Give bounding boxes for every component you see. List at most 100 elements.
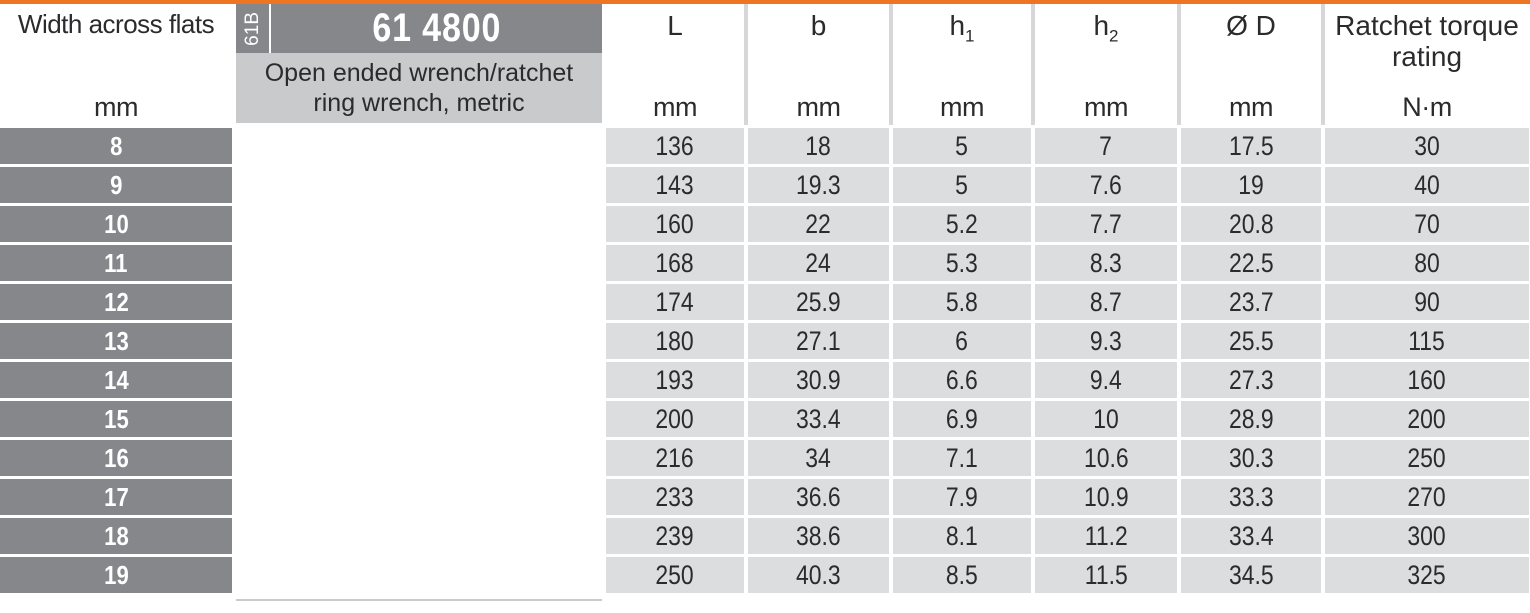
value-cell-torque: 300 xyxy=(1325,518,1529,554)
value-cell-diameter: 33.4 xyxy=(1181,518,1321,554)
size-cell: 11 xyxy=(0,245,232,281)
col-header-h1: h1 mm xyxy=(889,4,1031,125)
value-b: 30.9 xyxy=(796,364,841,395)
size-value: 9 xyxy=(109,169,123,200)
value-cell-h1: 5.8 xyxy=(893,284,1031,320)
size-cell: 19 xyxy=(0,557,232,593)
value-cell-h1: 8.5 xyxy=(893,557,1031,593)
value-cell-diameter: 33.3 xyxy=(1181,479,1321,515)
value-cell-L: 174 xyxy=(606,284,744,320)
value-b: 36.6 xyxy=(796,481,841,512)
value-torque: 115 xyxy=(1408,325,1446,356)
value-cell-torque: 325 xyxy=(1325,557,1529,593)
col-unit: N·m xyxy=(1402,92,1452,122)
value-L: 250 xyxy=(655,559,695,590)
value-torque: 160 xyxy=(1407,364,1447,395)
col-label: Ø D xyxy=(1226,10,1276,41)
value-cell-torque: 40 xyxy=(1325,167,1529,203)
value-cell-L: 250 xyxy=(606,557,744,593)
value-h2: 9.4 xyxy=(1090,364,1122,395)
accent-topline xyxy=(0,0,1530,4)
value-L: 239 xyxy=(655,520,695,551)
value-L: 216 xyxy=(655,442,695,473)
value-h1: 5.3 xyxy=(946,247,978,278)
col-unit: mm xyxy=(1084,92,1128,122)
value-L: 233 xyxy=(655,481,695,512)
value-cell-diameter: 17.5 xyxy=(1181,128,1321,164)
col-label: h1 xyxy=(949,10,975,46)
value-diameter: 19 xyxy=(1238,169,1264,200)
value-L: 174 xyxy=(655,286,695,317)
size-cell: 18 xyxy=(0,518,232,554)
value-cell-L: 233 xyxy=(606,479,744,515)
value-cell-L: 200 xyxy=(606,401,744,437)
value-b: 38.6 xyxy=(796,520,841,551)
value-cell-b: 33.4 xyxy=(748,401,889,437)
value-cell-torque: 30 xyxy=(1325,128,1529,164)
value-torque: 40 xyxy=(1414,169,1440,200)
value-h2: 10.9 xyxy=(1083,481,1129,512)
value-cell-L: 143 xyxy=(606,167,744,203)
value-cell-torque: 90 xyxy=(1325,284,1529,320)
value-diameter: 20.8 xyxy=(1228,208,1274,239)
value-h1: 8.1 xyxy=(946,520,978,551)
product-image-area xyxy=(236,128,602,164)
value-torque: 30 xyxy=(1414,130,1440,161)
value-cell-h2: 10 xyxy=(1035,401,1177,437)
value-cell-diameter: 23.7 xyxy=(1181,284,1321,320)
value-torque: 200 xyxy=(1407,403,1447,434)
product-image-area xyxy=(236,245,602,281)
value-h1: 6.9 xyxy=(946,403,978,434)
value-cell-b: 25.9 xyxy=(748,284,889,320)
value-diameter: 22.5 xyxy=(1228,247,1274,278)
value-cell-torque: 200 xyxy=(1325,401,1529,437)
value-b: 34 xyxy=(805,442,832,473)
value-torque: 325 xyxy=(1407,559,1447,590)
width-across-flats-unit: mm xyxy=(94,92,138,122)
col-label: Ratchet torque rating xyxy=(1335,10,1519,73)
col-unit: mm xyxy=(940,92,984,122)
size-cell: 17 xyxy=(0,479,232,515)
value-cell-diameter: 34.5 xyxy=(1181,557,1321,593)
size-cell: 10 xyxy=(0,206,232,242)
width-across-flats-label: Width across flats xyxy=(17,9,215,39)
value-torque: 70 xyxy=(1414,208,1440,239)
value-torque: 80 xyxy=(1414,247,1440,278)
value-diameter: 28.9 xyxy=(1228,403,1274,434)
value-L: 200 xyxy=(655,403,695,434)
value-cell-h2: 10.6 xyxy=(1035,440,1177,476)
value-cell-b: 19.3 xyxy=(748,167,889,203)
value-cell-b: 18 xyxy=(748,128,889,164)
product-image-area xyxy=(236,479,602,515)
col-header-h2: h2 mm xyxy=(1031,4,1177,125)
value-h2: 7.6 xyxy=(1090,169,1122,200)
product-code-band: 61B 61 4800 xyxy=(236,4,602,53)
spec-grid: Width across flats mm 61B 61 4800 Open e… xyxy=(0,4,1529,593)
size-cell: 13 xyxy=(0,323,232,359)
value-cell-diameter: 19 xyxy=(1181,167,1321,203)
col-header-width-across-flats: Width across flats mm xyxy=(0,4,232,125)
value-cell-h2: 7 xyxy=(1035,128,1177,164)
product-image-area xyxy=(236,362,602,398)
size-value: 15 xyxy=(103,403,129,434)
value-b: 25.9 xyxy=(796,286,841,317)
value-cell-b: 24 xyxy=(748,245,889,281)
value-h1: 5 xyxy=(955,169,969,200)
product-image-area xyxy=(236,323,602,359)
col-label: b xyxy=(810,10,827,41)
value-cell-L: 136 xyxy=(606,128,744,164)
size-value: 13 xyxy=(103,325,129,356)
value-cell-b: 34 xyxy=(748,440,889,476)
value-cell-h1: 7.9 xyxy=(893,479,1031,515)
value-cell-b: 38.6 xyxy=(748,518,889,554)
value-cell-torque: 80 xyxy=(1325,245,1529,281)
value-cell-torque: 70 xyxy=(1325,206,1529,242)
value-diameter: 33.3 xyxy=(1228,481,1274,512)
size-value: 18 xyxy=(103,520,129,551)
value-h1: 8.5 xyxy=(946,559,978,590)
value-h1: 7.9 xyxy=(946,481,978,512)
value-h1: 5.8 xyxy=(946,286,978,317)
value-cell-diameter: 30.3 xyxy=(1181,440,1321,476)
value-cell-L: 239 xyxy=(606,518,744,554)
value-cell-diameter: 20.8 xyxy=(1181,206,1321,242)
